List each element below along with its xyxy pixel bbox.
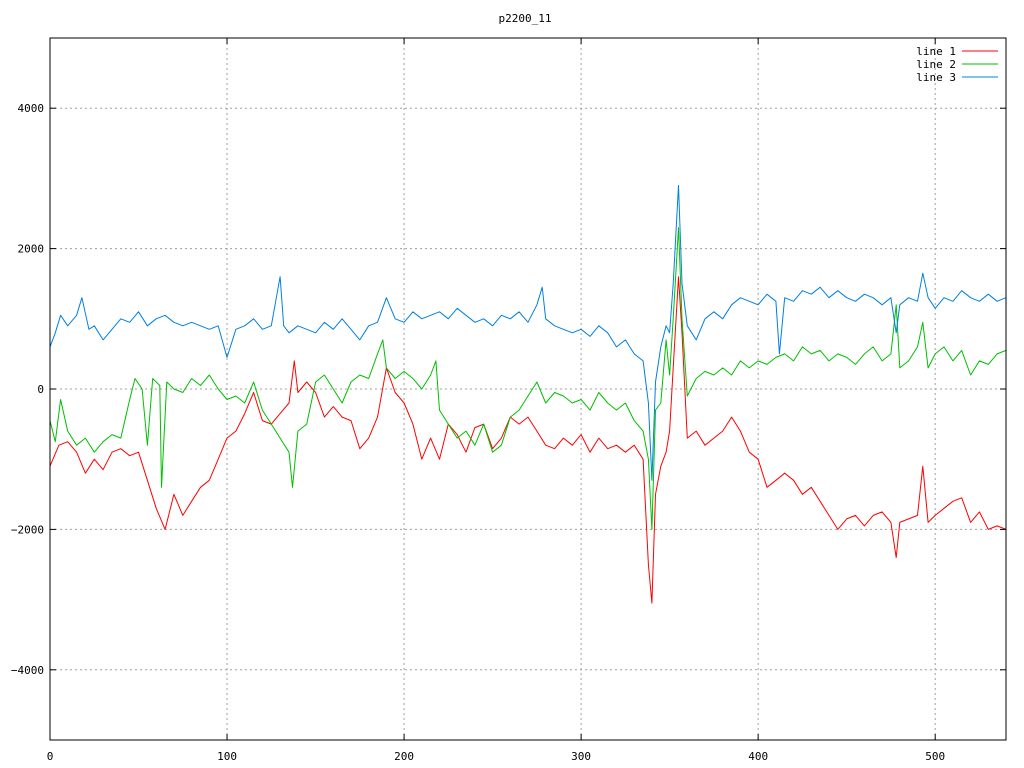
legend-label-3: line 3 <box>916 71 956 84</box>
y-tick-label: 0 <box>37 383 44 396</box>
y-tick-label: −4000 <box>11 664 44 677</box>
x-tick-label: 300 <box>571 750 591 763</box>
legend-label-2: line 2 <box>916 58 956 71</box>
grid <box>50 38 1006 740</box>
x-tick-label: 100 <box>217 750 237 763</box>
x-tick-label: 200 <box>394 750 414 763</box>
x-tick-label: 0 <box>47 750 54 763</box>
y-tick-label: 4000 <box>18 102 45 115</box>
x-tick-label: 400 <box>748 750 768 763</box>
series-group <box>49 184 1007 604</box>
series-line-3 <box>49 184 1007 481</box>
series-line-2 <box>49 227 1007 530</box>
x-tick-label: 500 <box>925 750 945 763</box>
legend-label-1: line 1 <box>916 45 956 58</box>
axis-ticks: 0 100 200 300 400 500 −4000 −2000 0 2000 4000 <box>11 38 1006 763</box>
series-line-1 <box>49 276 1007 604</box>
y-tick-label: 2000 <box>18 243 45 256</box>
chart-title: p2200_11 <box>499 12 552 25</box>
y-tick-label: −2000 <box>11 523 44 536</box>
